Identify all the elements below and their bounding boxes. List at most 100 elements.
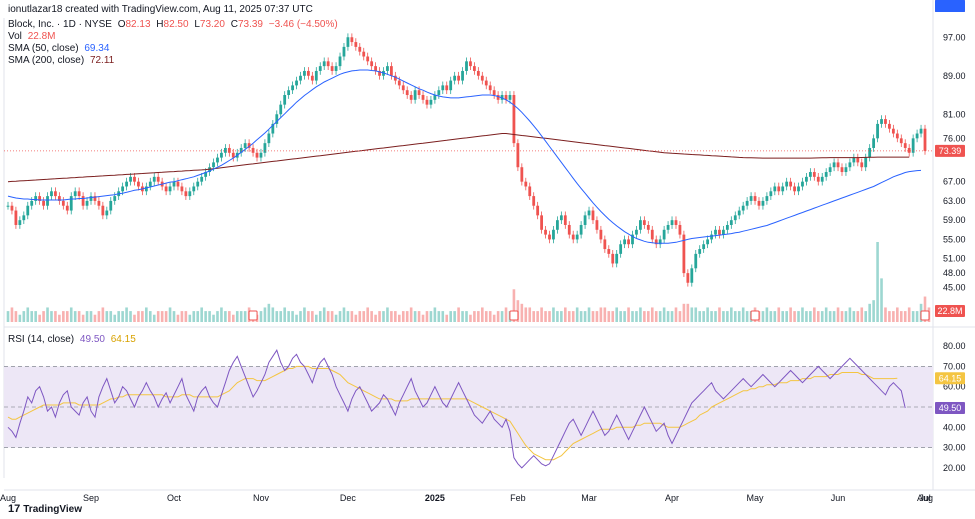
candle-body: [192, 186, 196, 192]
sma50-legend[interactable]: SMA (50, close) 69.34: [8, 43, 109, 55]
volume-bar: [560, 311, 563, 322]
candle-body: [457, 75, 460, 81]
candle-body: [330, 66, 334, 71]
volume-bar: [318, 311, 322, 322]
candle-body: [583, 215, 587, 225]
volume-bar: [180, 311, 184, 322]
volume-bar: [567, 311, 571, 322]
volume-bar: [362, 311, 366, 322]
candle-body: [864, 157, 868, 168]
volume-bar: [714, 311, 717, 322]
candle-body: [615, 253, 619, 264]
volume-bar: [398, 314, 401, 322]
volume-bar: [907, 307, 911, 322]
candle-body: [682, 234, 686, 274]
candle-body: [718, 229, 721, 235]
candle-body: [611, 253, 615, 264]
candle-body: [42, 200, 45, 206]
volume-bar: [658, 311, 662, 322]
candle-body: [73, 191, 77, 197]
candle-body: [714, 229, 717, 235]
volume-bar: [564, 307, 567, 322]
candle-body: [346, 37, 350, 47]
earnings-marker-icon: [509, 310, 519, 321]
volume-bar: [315, 314, 318, 322]
sma200-legend[interactable]: SMA (200, close) 72.11: [8, 55, 114, 67]
candle-body: [654, 239, 658, 245]
volume-bar: [872, 300, 875, 322]
candle-body: [631, 234, 634, 245]
volume-bar: [386, 307, 389, 322]
candle-body: [89, 196, 93, 201]
volume-bar: [113, 314, 117, 322]
candle-body: [694, 253, 698, 269]
price-axis-tick: 48.00: [943, 268, 966, 278]
candle-body: [508, 95, 512, 100]
volume-bar: [417, 311, 421, 322]
candle-body: [188, 191, 192, 197]
candle-body: [212, 162, 215, 168]
candle-body: [156, 176, 160, 182]
sma200-legend-label: SMA (200, close): [8, 55, 85, 66]
candle-body: [196, 181, 200, 187]
volume-bar: [160, 311, 164, 322]
sma200-line: [7, 133, 910, 183]
volume-bar: [405, 311, 409, 322]
candle-body: [200, 176, 204, 182]
volume-legend[interactable]: Vol 22.8M: [8, 31, 55, 43]
candle-body: [868, 147, 872, 158]
volume-bar: [263, 307, 267, 322]
candle-body: [425, 99, 429, 105]
volume-bar: [820, 311, 824, 322]
volume-bar: [65, 311, 69, 322]
volume-bar: [239, 311, 243, 322]
candle-body: [374, 66, 377, 71]
volume-bar: [89, 311, 93, 322]
candle-body: [133, 176, 136, 182]
price-axis-tick: 97.00: [943, 32, 966, 42]
candle-body: [61, 200, 65, 206]
candle-body: [785, 181, 789, 187]
candle-body: [223, 147, 227, 153]
price-axis-tick: 67.00: [943, 177, 966, 187]
volume-bar: [536, 311, 539, 322]
volume-bar: [338, 311, 342, 322]
volume-bar: [666, 311, 670, 322]
volume-bar: [77, 311, 81, 322]
candle-body: [409, 95, 413, 100]
candle-body: [579, 224, 583, 235]
candle-body: [97, 200, 101, 206]
candle-body: [856, 157, 860, 163]
volume-bar: [544, 311, 547, 322]
volume-bar: [303, 307, 306, 322]
candle-body: [34, 196, 38, 201]
volume-bar: [619, 311, 622, 322]
candle-body: [437, 90, 441, 96]
volume-bar: [848, 307, 852, 322]
candle-body: [271, 123, 275, 134]
candle-body: [164, 186, 168, 192]
candle-body: [737, 210, 741, 216]
candle-body: [433, 95, 437, 100]
volume-bar: [579, 311, 583, 322]
candle-body: [623, 239, 627, 245]
candle-body: [757, 200, 761, 206]
volume-bar: [678, 311, 682, 322]
candle-body: [540, 215, 543, 230]
volume-bar: [583, 311, 587, 322]
rsi-price-label: 49.50: [939, 403, 962, 413]
candle-body: [702, 244, 706, 250]
volume-bar: [832, 311, 836, 322]
volume-bar: [54, 311, 57, 322]
candle-body: [208, 167, 211, 173]
rsi-legend[interactable]: RSI (14, close) 49.50 64.15: [8, 334, 136, 346]
volume-bar: [654, 311, 658, 322]
candle-body: [880, 119, 883, 124]
candle-body: [54, 191, 57, 197]
volume-bar: [30, 311, 34, 322]
candle-body: [227, 147, 231, 153]
volume-bar: [50, 311, 53, 322]
volume-bar: [745, 311, 749, 322]
candle-body: [445, 85, 449, 91]
